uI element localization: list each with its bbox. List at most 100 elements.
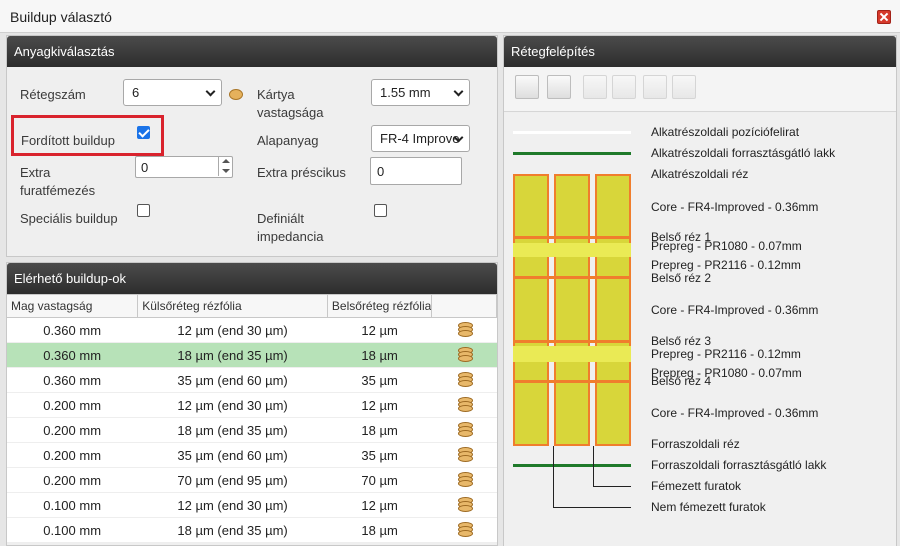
bottom-mask-layer bbox=[513, 464, 631, 467]
stackup-label: Belső réz 4 bbox=[651, 374, 712, 388]
move-down-icon[interactable] bbox=[612, 75, 636, 99]
extra-plating-label: Extra furatfémezés bbox=[20, 165, 96, 198]
col-core-thickness[interactable]: Mag vastagság bbox=[5, 294, 139, 318]
table-row[interactable]: 0.200 mm 12 µm (end 30 µm) 12 µm bbox=[6, 392, 497, 418]
coin-stack-icon[interactable] bbox=[431, 467, 497, 493]
table-cell-inner: 12 µm bbox=[327, 392, 432, 418]
table-row[interactable]: 0.200 mm 35 µm (end 60 µm) 35 µm bbox=[6, 442, 497, 468]
nonplated-via-line bbox=[553, 446, 554, 507]
table-cell-inner: 18 µm bbox=[327, 342, 432, 368]
stackup-label: Prepreg - PR1080 - 0.07mm bbox=[651, 239, 802, 253]
table-cell-outer: 70 µm (end 95 µm) bbox=[137, 467, 328, 493]
table-cell-core: 0.360 mm bbox=[6, 317, 138, 343]
reversed-buildup-label: Fordított buildup bbox=[21, 133, 115, 148]
window-titlebar: Buildup választó bbox=[0, 0, 900, 33]
window-title: Buildup választó bbox=[10, 9, 112, 25]
chevron-down-icon bbox=[453, 86, 464, 97]
table-cell-inner: 12 µm bbox=[327, 492, 432, 518]
add-layer-icon[interactable] bbox=[515, 75, 539, 99]
stackup-label: Belső réz 3 bbox=[651, 334, 712, 348]
layer-count-select[interactable]: 6 bbox=[123, 79, 222, 106]
spinner-arrows-icon[interactable] bbox=[218, 156, 232, 176]
prepreg-1 bbox=[513, 243, 631, 257]
coin-stack-icon[interactable] bbox=[431, 392, 497, 418]
stackup-label: Core - FR4-Improved - 0.36mm bbox=[651, 200, 819, 214]
table-row[interactable]: 0.100 mm 18 µm (end 35 µm) 18 µm bbox=[6, 517, 497, 543]
coin-stack-icon[interactable] bbox=[431, 517, 497, 543]
thickness-label: Kártya vastagsága bbox=[257, 87, 324, 120]
press-cycle-input[interactable]: 0 bbox=[370, 157, 462, 185]
stackup-label: Prepreg - PR2116 - 0.12mm bbox=[651, 258, 801, 272]
stackup-label: Core - FR4-Improved - 0.36mm bbox=[651, 406, 819, 420]
top-mask-layer bbox=[513, 152, 631, 155]
stackup-label: Alkatrészoldali pozíciófelirat bbox=[651, 125, 800, 139]
base-material-select[interactable]: FR-4 Improve bbox=[371, 125, 470, 152]
coin-stack-icon[interactable] bbox=[431, 417, 497, 443]
close-icon[interactable] bbox=[877, 10, 891, 24]
reversed-buildup-checkbox[interactable] bbox=[137, 126, 150, 139]
table-row[interactable]: 0.100 mm 12 µm (end 30 µm) 12 µm bbox=[6, 492, 497, 518]
table-cell-outer: 35 µm (end 60 µm) bbox=[137, 442, 328, 468]
col-outer-copper[interactable]: Külsőréteg rézfólia bbox=[137, 294, 328, 318]
remove-layer-icon[interactable] bbox=[547, 75, 571, 99]
layer-count-value: 6 bbox=[132, 85, 140, 100]
col-inner-copper[interactable]: Belsőréteg rézfólia bbox=[326, 294, 433, 318]
plated-via-leader bbox=[593, 486, 631, 487]
special-buildup-checkbox[interactable] bbox=[137, 204, 150, 217]
buildups-panel-title: Elérhető buildup-ok bbox=[7, 263, 497, 294]
table-row[interactable]: 0.360 mm 35 µm (end 60 µm) 35 µm bbox=[6, 367, 497, 393]
layer-count-label: Rétegszám bbox=[20, 87, 86, 102]
plated-via-line bbox=[593, 446, 594, 486]
table-row[interactable]: 0.360 mm 12 µm (end 30 µm) 12 µm bbox=[6, 317, 497, 343]
table-cell-inner: 18 µm bbox=[327, 517, 432, 543]
table-cell-inner: 70 µm bbox=[327, 467, 432, 493]
press-cycle-label: Extra préscikus bbox=[257, 165, 346, 180]
table-cell-core: 0.200 mm bbox=[6, 442, 138, 468]
stackup-label: Core - FR4-Improved - 0.36mm bbox=[651, 303, 819, 317]
extra-plating-input[interactable]: 0 bbox=[135, 156, 233, 178]
thickness-value: 1.55 mm bbox=[380, 85, 431, 100]
material-panel-title: Anyagkiválasztás bbox=[7, 36, 497, 67]
base-material-label: Alapanyag bbox=[257, 133, 319, 148]
table-row[interactable]: 0.360 mm 18 µm (end 35 µm) 18 µm bbox=[6, 342, 497, 368]
coin-stack-icon[interactable] bbox=[431, 442, 497, 468]
extra-plating-value: 0 bbox=[141, 160, 149, 175]
stackup-label: Belső réz 2 bbox=[651, 271, 712, 285]
silkscreen-layer bbox=[513, 131, 631, 134]
table-cell-core: 0.200 mm bbox=[6, 467, 138, 493]
stackup-label: Forraszoldali forrasztásgátló lakk bbox=[651, 458, 827, 472]
table-cell-core: 0.360 mm bbox=[6, 342, 138, 368]
base-material-value: FR-4 Improve bbox=[380, 131, 460, 146]
move-bottom-icon[interactable] bbox=[672, 75, 696, 99]
table-row[interactable]: 0.200 mm 18 µm (end 35 µm) 18 µm bbox=[6, 417, 497, 443]
stackup-label: Prepreg - PR2116 - 0.12mm bbox=[651, 347, 801, 361]
table-cell-core: 0.100 mm bbox=[6, 492, 138, 518]
stackup-label: Alkatrészoldali réz bbox=[651, 167, 749, 181]
col-icon bbox=[431, 294, 497, 318]
stackup-label: Fémezett furatok bbox=[651, 479, 742, 493]
table-cell-outer: 18 µm (end 35 µm) bbox=[137, 342, 328, 368]
table-cell-outer: 35 µm (end 60 µm) bbox=[137, 367, 328, 393]
inner-copper-3 bbox=[513, 340, 631, 343]
coin-stack-icon[interactable] bbox=[431, 492, 497, 518]
stackup-label: Forraszoldali réz bbox=[651, 437, 740, 451]
coin-stack-icon[interactable] bbox=[431, 342, 497, 368]
table-cell-inner: 18 µm bbox=[327, 417, 432, 443]
press-cycle-value: 0 bbox=[377, 164, 385, 179]
table-cell-core: 0.200 mm bbox=[6, 392, 138, 418]
special-buildup-label: Speciális buildup bbox=[20, 211, 118, 226]
table-cell-core: 0.360 mm bbox=[6, 367, 138, 393]
table-cell-inner: 35 µm bbox=[327, 367, 432, 393]
impedance-checkbox[interactable] bbox=[374, 204, 387, 217]
coin-stack-icon[interactable] bbox=[431, 317, 497, 343]
thickness-select[interactable]: 1.55 mm bbox=[371, 79, 470, 106]
coin-stack-icon[interactable] bbox=[431, 367, 497, 393]
move-top-icon[interactable] bbox=[643, 75, 667, 99]
chevron-down-icon bbox=[205, 86, 216, 97]
move-up-icon[interactable] bbox=[583, 75, 607, 99]
nonplated-via-leader bbox=[553, 507, 631, 508]
stack-column-1 bbox=[513, 174, 549, 446]
table-cell-outer: 18 µm (end 35 µm) bbox=[137, 517, 328, 543]
table-row[interactable]: 0.200 mm 70 µm (end 95 µm) 70 µm bbox=[6, 467, 497, 493]
stack-column-3 bbox=[595, 174, 631, 446]
